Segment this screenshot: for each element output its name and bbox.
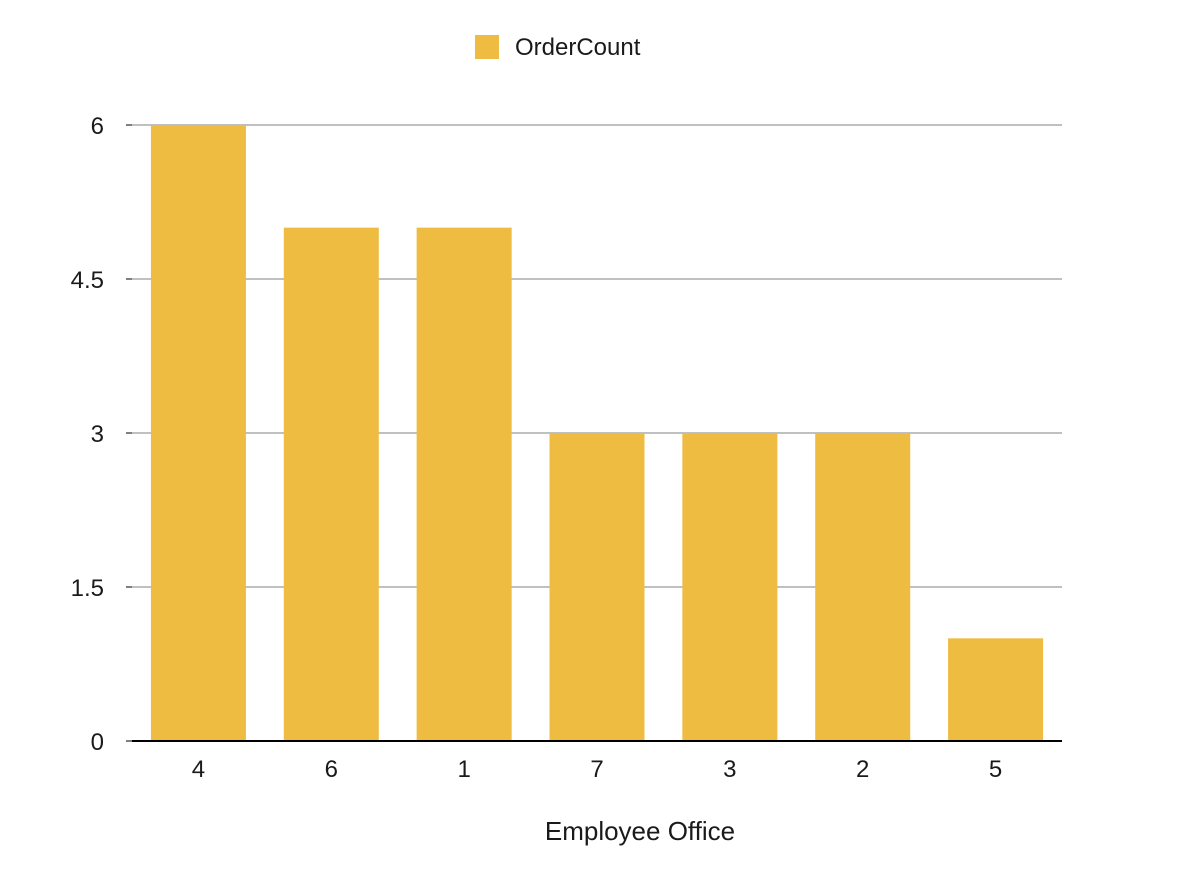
y-tick-label: 4.5	[71, 267, 104, 294]
y-tick-label: 0	[91, 729, 104, 756]
bar	[948, 638, 1044, 741]
bar	[549, 433, 645, 741]
y-tick-label: 1.5	[71, 575, 104, 602]
x-tick-label: 1	[457, 756, 470, 783]
axes: 0 1.5 3 4.5 6 4 6 1 7 3 2 5	[71, 113, 1062, 783]
x-tick-label: 7	[590, 756, 603, 783]
bar	[416, 227, 512, 741]
x-tick-label: 4	[192, 756, 205, 783]
x-tick-label: 2	[856, 756, 869, 783]
x-tick-label: 3	[723, 756, 736, 783]
bar-series	[150, 125, 1044, 741]
bar	[815, 433, 911, 741]
legend-swatch-ordercount	[475, 35, 499, 59]
legend: OrderCount	[475, 34, 641, 61]
x-axis-title: Employee Office	[545, 816, 735, 846]
y-tick-label: 3	[91, 421, 104, 448]
bar	[283, 227, 379, 741]
y-tick-label: 6	[91, 113, 104, 140]
legend-label-ordercount: OrderCount	[515, 34, 641, 61]
bar	[150, 125, 246, 741]
x-tick-label: 6	[325, 756, 338, 783]
bar	[682, 433, 778, 741]
x-tick-label: 5	[989, 756, 1002, 783]
